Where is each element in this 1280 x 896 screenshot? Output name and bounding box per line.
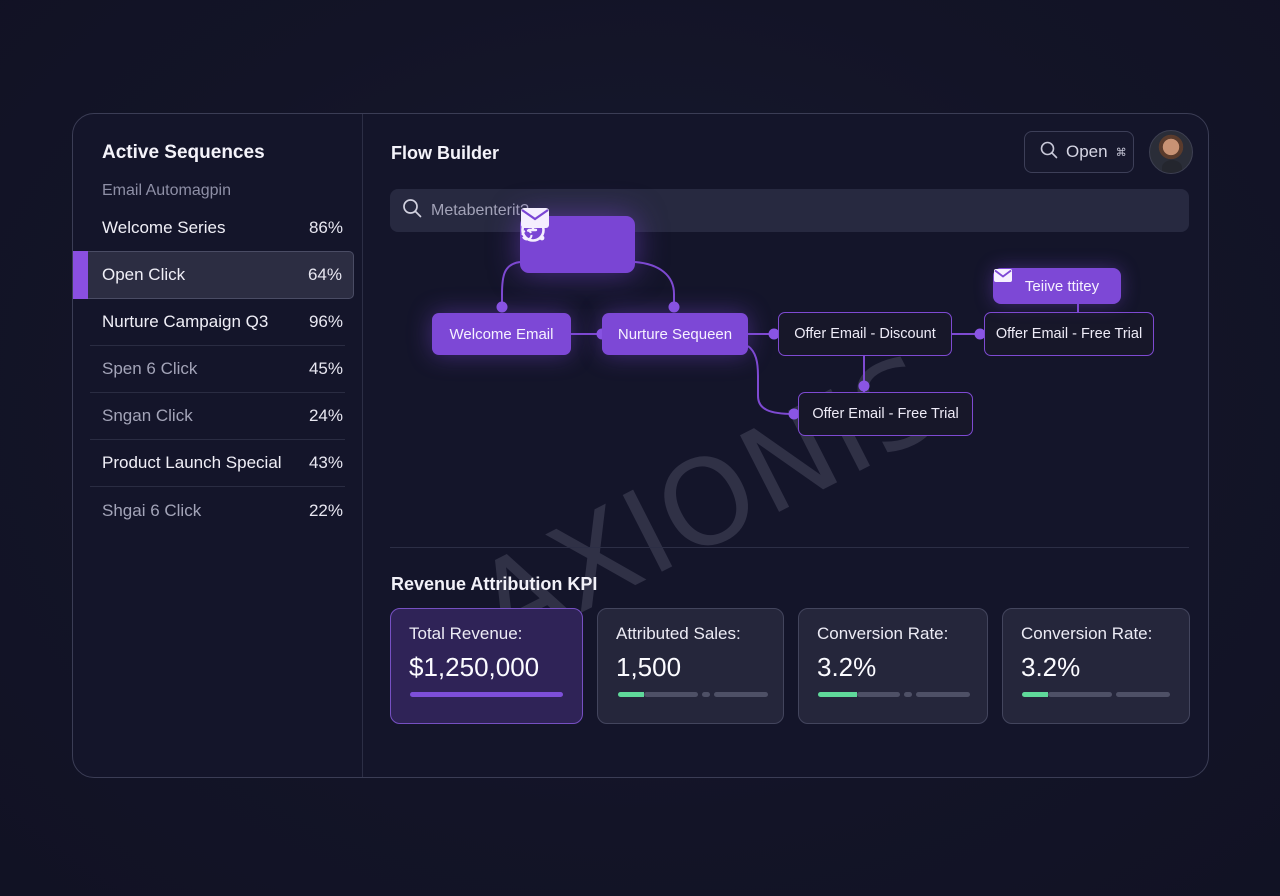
section-divider	[390, 547, 1189, 548]
kpi-label: Conversion Rate:	[1021, 624, 1153, 643]
shortcut-icon: ⌘	[1115, 146, 1127, 159]
open-button[interactable]: Open ⌘	[1024, 131, 1134, 173]
search-icon	[402, 198, 422, 223]
main-panel: Flow Builder Open ⌘ Metabenterit? AXIONI…	[364, 114, 1208, 777]
kpi-label: Total Revenue:	[409, 624, 523, 643]
kpi-card-attributed-sales[interactable]: Attributed Sales: 1,500	[597, 608, 784, 724]
flow-node-nurture-sequence[interactable]: Nurture Sequeen	[602, 313, 748, 355]
sequence-item-sngan-click[interactable]: Sngan Click 24%	[90, 393, 345, 440]
progress-track	[714, 692, 768, 697]
sequence-list: Welcome Series 86% Open Click 64% Nurtur…	[73, 204, 363, 534]
kpi-progress	[618, 692, 768, 697]
progress-track	[1048, 692, 1112, 697]
sequence-percent: 24%	[308, 406, 343, 425]
kpi-value: $1,250,000	[409, 652, 540, 682]
sequence-name: Open Click	[102, 265, 186, 284]
search-placeholder: Metabenterit?	[431, 201, 529, 219]
app-window: Active Sequences Email Automagpin Welcom…	[72, 113, 1209, 778]
progress-track	[644, 692, 698, 697]
progress-track	[916, 692, 970, 697]
sequence-name: Shgai 6 Click	[102, 500, 202, 520]
trigger-node[interactable]	[520, 208, 635, 273]
sidebar: Active Sequences Email Automagpin Welcom…	[73, 114, 363, 777]
progress-dot	[702, 692, 710, 697]
sequence-percent: 96%	[308, 312, 343, 331]
sequence-percent: 86%	[308, 217, 343, 237]
sequence-item-open-click[interactable]: Open Click 64%	[73, 251, 354, 299]
search-icon	[1040, 141, 1058, 164]
kpi-card-conversion-rate[interactable]: Conversion Rate: 3.2%	[798, 608, 988, 724]
kpi-label: Attributed Sales:	[616, 624, 741, 643]
progress-track	[1116, 692, 1170, 697]
kpi-cards: Total Revenue: $1,250,000 Attributed Sal…	[390, 608, 1190, 724]
flow-canvas: Welcome Email Nurture Sequeen Offer Emai…	[364, 114, 1208, 554]
kpi-progress	[410, 692, 563, 697]
flow-node-welcome-email[interactable]: Welcome Email	[432, 313, 571, 355]
sequence-item-nurture-campaign-q3[interactable]: Nurture Campaign Q3 96%	[90, 299, 345, 346]
flow-search-input[interactable]: Metabenterit?	[390, 189, 1189, 232]
sidebar-subtitle: Email Automagpin	[102, 182, 231, 199]
kpi-progress	[818, 692, 970, 697]
sequence-name: Nurture Campaign Q3	[102, 312, 269, 331]
flow-node-tag[interactable]: Teiive ttitey	[993, 268, 1121, 304]
sequence-name: Welcome Series	[102, 217, 226, 237]
progress-dot	[904, 692, 912, 697]
open-button-label: Open	[1066, 142, 1108, 161]
progress-fill	[818, 692, 857, 697]
kpi-card-conversion-rate-2[interactable]: Conversion Rate: 3.2%	[1002, 608, 1190, 724]
flow-node-offer-free-trial-bottom[interactable]: Offer Email - Free Trial	[798, 392, 973, 436]
page-title: Flow Builder	[391, 143, 499, 163]
sequence-item-shgai-6-click[interactable]: Shgai 6 Click 22%	[90, 487, 345, 534]
user-avatar[interactable]	[1149, 130, 1193, 174]
progress-track	[857, 692, 900, 697]
sequence-name: Sngan Click	[102, 406, 193, 425]
progress-fill	[1022, 692, 1048, 697]
kpi-progress	[1022, 692, 1170, 697]
flow-node-offer-free-trial-right[interactable]: Offer Email - Free Trial	[984, 312, 1154, 356]
kpi-card-total-revenue[interactable]: Total Revenue: $1,250,000	[390, 608, 583, 724]
kpi-section-title: Revenue Attribution KPI	[391, 574, 598, 594]
progress-fill	[410, 692, 563, 697]
kpi-value: 1,500	[616, 652, 682, 682]
sequence-item-product-launch-special[interactable]: Product Launch Special 43%	[90, 440, 345, 487]
sequence-percent: 64%	[307, 265, 342, 284]
kpi-value: 3.2%	[817, 652, 877, 682]
progress-fill	[618, 692, 644, 697]
sidebar-title: Active Sequences	[102, 142, 265, 163]
flow-node-tag-label: Teiive ttitey	[1024, 277, 1100, 295]
kpi-label: Conversion Rate:	[817, 624, 949, 643]
sequence-name: Spen 6 Click	[102, 359, 198, 378]
sequence-percent: 43%	[308, 453, 343, 472]
sequence-item-spen-6-click[interactable]: Spen 6 Click 45%	[90, 346, 345, 393]
flow-node-offer-discount[interactable]: Offer Email - Discount	[778, 312, 952, 356]
sequence-percent: 22%	[308, 500, 343, 520]
sequence-percent: 45%	[308, 359, 343, 378]
kpi-value: 3.2%	[1021, 652, 1081, 682]
sequence-item-welcome-series[interactable]: Welcome Series 86%	[90, 204, 345, 251]
sequence-name: Product Launch Special	[102, 453, 282, 472]
